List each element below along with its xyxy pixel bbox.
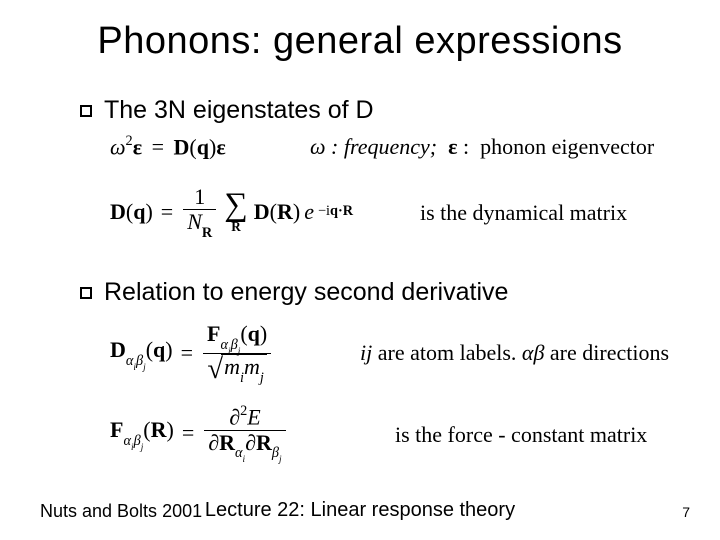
bullet-marker-icon	[80, 287, 92, 299]
bullet-1-text: The 3N eigenstates of D	[104, 96, 374, 125]
slide-title: Phonons: general expressions	[0, 20, 720, 63]
eq-fab-desc: is the force - constant matrix	[395, 422, 647, 448]
bullet-2: Relation to energy second derivative	[80, 278, 508, 307]
bullet-1: The 3N eigenstates of D	[80, 96, 374, 125]
footer-center: Lecture 22: Linear response theory	[0, 499, 720, 522]
bullet-marker-icon	[80, 105, 92, 117]
eq-fab: Fαiβj(R) = ∂2E ∂Rαi∂Rβj	[110, 405, 288, 462]
bullet-2-text: Relation to energy second derivative	[104, 278, 508, 307]
footer-page-number: 7	[682, 504, 690, 520]
eq-eigen-desc: ω : frequency; ε : ε : phonon eigenvecto…	[310, 134, 654, 160]
eq-dq-desc: is the dynamical matrix	[420, 200, 627, 226]
slide: Phonons: general expressions The 3N eige…	[0, 0, 720, 540]
eq-dab: Dαiβj(q) = Fαiβj(q) √mimj	[110, 322, 273, 385]
eq-dq: D(q) = 1 NR ∑ R D(R)e−iq·R	[110, 185, 353, 239]
eq-dab-desc: ij are atom labels. αβ are directions	[360, 340, 669, 366]
eq-eigen: ω2ε = D(q)ε	[110, 134, 226, 160]
